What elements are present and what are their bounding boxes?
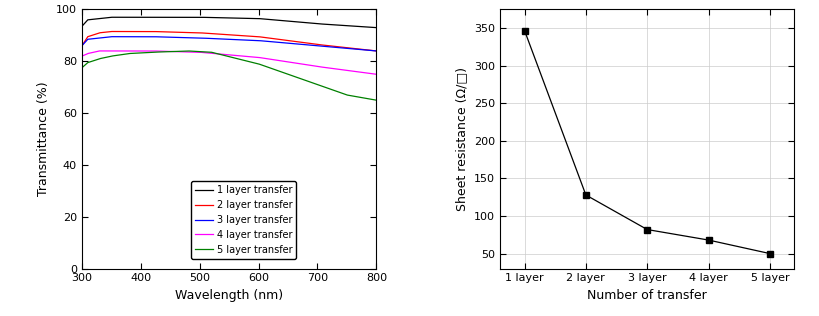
3 layer transfer	[274, 40, 284, 44]
1 layer transfer	[129, 15, 139, 19]
Line: 5 layer transfer: 5 layer transfer	[82, 51, 377, 100]
5 layer transfer	[274, 69, 284, 73]
1 layer transfer	[153, 15, 163, 19]
4 layer transfer	[274, 59, 284, 63]
1 layer transfer	[210, 16, 220, 20]
5 layer transfer	[210, 52, 220, 55]
4 layer transfer	[372, 72, 382, 76]
1 layer transfer	[372, 26, 382, 29]
3 layer transfer	[77, 44, 87, 48]
3 layer transfer	[129, 35, 139, 39]
Y-axis label: Transmittance (%): Transmittance (%)	[38, 82, 51, 196]
1 layer transfer	[299, 21, 309, 24]
4 layer transfer	[153, 49, 163, 53]
5 layer transfer	[152, 50, 162, 54]
Line: 2 layer transfer: 2 layer transfer	[82, 32, 377, 51]
X-axis label: Number of transfer: Number of transfer	[587, 289, 707, 302]
5 layer transfer	[129, 52, 139, 55]
4 layer transfer	[251, 55, 260, 59]
2 layer transfer	[251, 35, 260, 39]
2 layer transfer	[106, 30, 116, 33]
2 layer transfer	[299, 41, 309, 45]
2 layer transfer	[153, 30, 163, 33]
2 layer transfer	[274, 38, 284, 41]
3 layer transfer	[153, 35, 163, 39]
5 layer transfer	[251, 61, 260, 65]
1 layer transfer	[106, 15, 116, 19]
2 layer transfer	[129, 30, 139, 33]
3 layer transfer	[210, 37, 220, 40]
5 layer transfer	[299, 78, 309, 82]
3 layer transfer	[106, 35, 116, 39]
Line: 1 layer transfer: 1 layer transfer	[82, 17, 377, 27]
3 layer transfer	[372, 49, 382, 53]
2 layer transfer	[372, 49, 382, 53]
3 layer transfer	[251, 39, 260, 42]
Y-axis label: Sheet resistance (Ω/□): Sheet resistance (Ω/□)	[455, 67, 468, 211]
5 layer transfer	[77, 66, 87, 70]
2 layer transfer	[210, 32, 220, 36]
Legend: 1 layer transfer, 2 layer transfer, 3 layer transfer, 4 layer transfer, 5 layer : 1 layer transfer, 2 layer transfer, 3 la…	[192, 181, 296, 258]
5 layer transfer	[372, 98, 382, 102]
3 layer transfer	[299, 43, 309, 46]
5 layer transfer	[183, 49, 193, 53]
1 layer transfer	[77, 24, 87, 28]
Line: 3 layer transfer: 3 layer transfer	[82, 37, 377, 51]
2 layer transfer	[77, 44, 87, 48]
1 layer transfer	[251, 17, 260, 21]
4 layer transfer	[95, 49, 105, 53]
4 layer transfer	[77, 54, 87, 58]
4 layer transfer	[210, 52, 220, 56]
X-axis label: Wavelength (nm): Wavelength (nm)	[175, 289, 283, 302]
4 layer transfer	[129, 49, 139, 53]
Line: 4 layer transfer: 4 layer transfer	[82, 51, 377, 74]
4 layer transfer	[299, 63, 309, 66]
1 layer transfer	[274, 18, 284, 22]
